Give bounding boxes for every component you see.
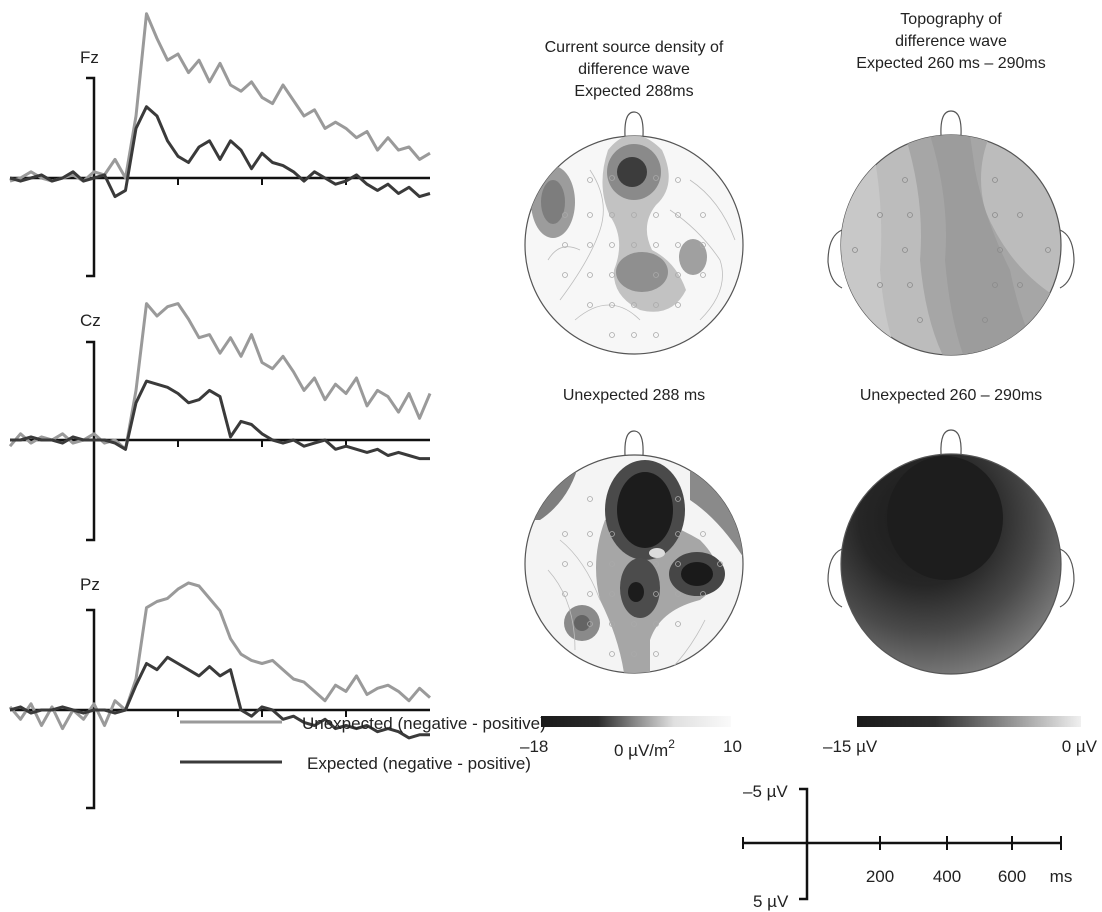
- topo-map-unexpected: [827, 429, 1075, 675]
- unexpected-waveform-fz: [9, 12, 431, 183]
- topo-colorbar-max-label: 0 µV: [1062, 737, 1098, 756]
- left-ear-icon: [827, 548, 843, 608]
- legend-label-unexpected: Unexpected (negative - positive): [302, 714, 546, 733]
- scale-bottom-label: 5 µV: [753, 892, 789, 911]
- topo-title-line1: Topography of: [900, 11, 1002, 28]
- scale-key: –5 µV 5 µV 200 400 600 ms: [742, 782, 1073, 911]
- panel-label-cz: Cz: [80, 311, 101, 330]
- panel-label-fz: Fz: [80, 48, 99, 67]
- topo-unexpected-title: Unexpected 260 – 290ms: [860, 387, 1042, 404]
- expected-waveform-fz: [9, 105, 431, 199]
- expected-waveform-cz: [10, 379, 430, 461]
- panel-label-pz: Pz: [80, 575, 100, 594]
- expected-waveform-pz: [9, 655, 430, 740]
- csd-title-line1: Current source density of: [545, 39, 724, 56]
- legend: Unexpected (negative - positive) Expecte…: [180, 714, 546, 773]
- topo-title-line3: Expected 260 ms – 290ms: [856, 55, 1045, 72]
- nose-icon: [940, 429, 962, 455]
- series-lines-pz: [8, 581, 431, 740]
- topo-expected-title: Topography of difference wave Expected 2…: [856, 11, 1045, 72]
- csd-title-line3: Expected 288ms: [574, 83, 693, 100]
- topo-colorbar-gradient: [857, 716, 1081, 727]
- topo-colorbar-min-label: –15 µV: [823, 737, 878, 756]
- csd-colorbar: –18 0 µV/m2 10: [520, 716, 742, 760]
- csd-title-line2: difference wave: [578, 61, 690, 78]
- nose-icon: [624, 430, 644, 456]
- topo-title-line2: difference wave: [895, 33, 1007, 50]
- csd-map-unexpected: [524, 430, 744, 674]
- erp-panel-pz: Pz: [8, 575, 431, 810]
- right-ear-icon: [1059, 229, 1075, 289]
- nose-icon: [624, 111, 644, 137]
- series-lines-fz: [9, 12, 431, 199]
- legend-label-expected: Expected (negative - positive): [307, 754, 531, 773]
- scale-tick-label-400: 400: [933, 867, 961, 886]
- scale-tick-label-600: 600: [998, 867, 1026, 886]
- unexpected-waveform-cz: [8, 302, 432, 451]
- csd-expected-title: Current source density of difference wav…: [545, 39, 724, 100]
- topo-colorbar: –15 µV 0 µV: [823, 716, 1098, 756]
- series-lines-cz: [8, 302, 432, 461]
- right-ear-icon: [1059, 548, 1075, 608]
- csd-colorbar-gradient: [541, 716, 731, 727]
- unexpected-waveform-pz: [8, 581, 431, 731]
- nose-icon: [940, 110, 962, 136]
- scale-unit-label: ms: [1050, 867, 1073, 886]
- topo-map-expected: [827, 110, 1075, 356]
- csd-colorbar-mid-label: 0 µV/m2: [614, 737, 675, 760]
- scale-top-label: –5 µV: [743, 782, 788, 801]
- erp-panel-cz: Cz: [8, 302, 432, 542]
- csd-unexpected-title: Unexpected 288 ms: [563, 387, 705, 404]
- csd-colorbar-max-label: 10: [723, 737, 742, 756]
- erp-panel-fz: Fz: [9, 12, 431, 278]
- csd-map-expected: [524, 111, 744, 355]
- scale-tick-label-200: 200: [866, 867, 894, 886]
- left-ear-icon: [827, 229, 843, 289]
- csd-colorbar-min-label: –18: [520, 737, 548, 756]
